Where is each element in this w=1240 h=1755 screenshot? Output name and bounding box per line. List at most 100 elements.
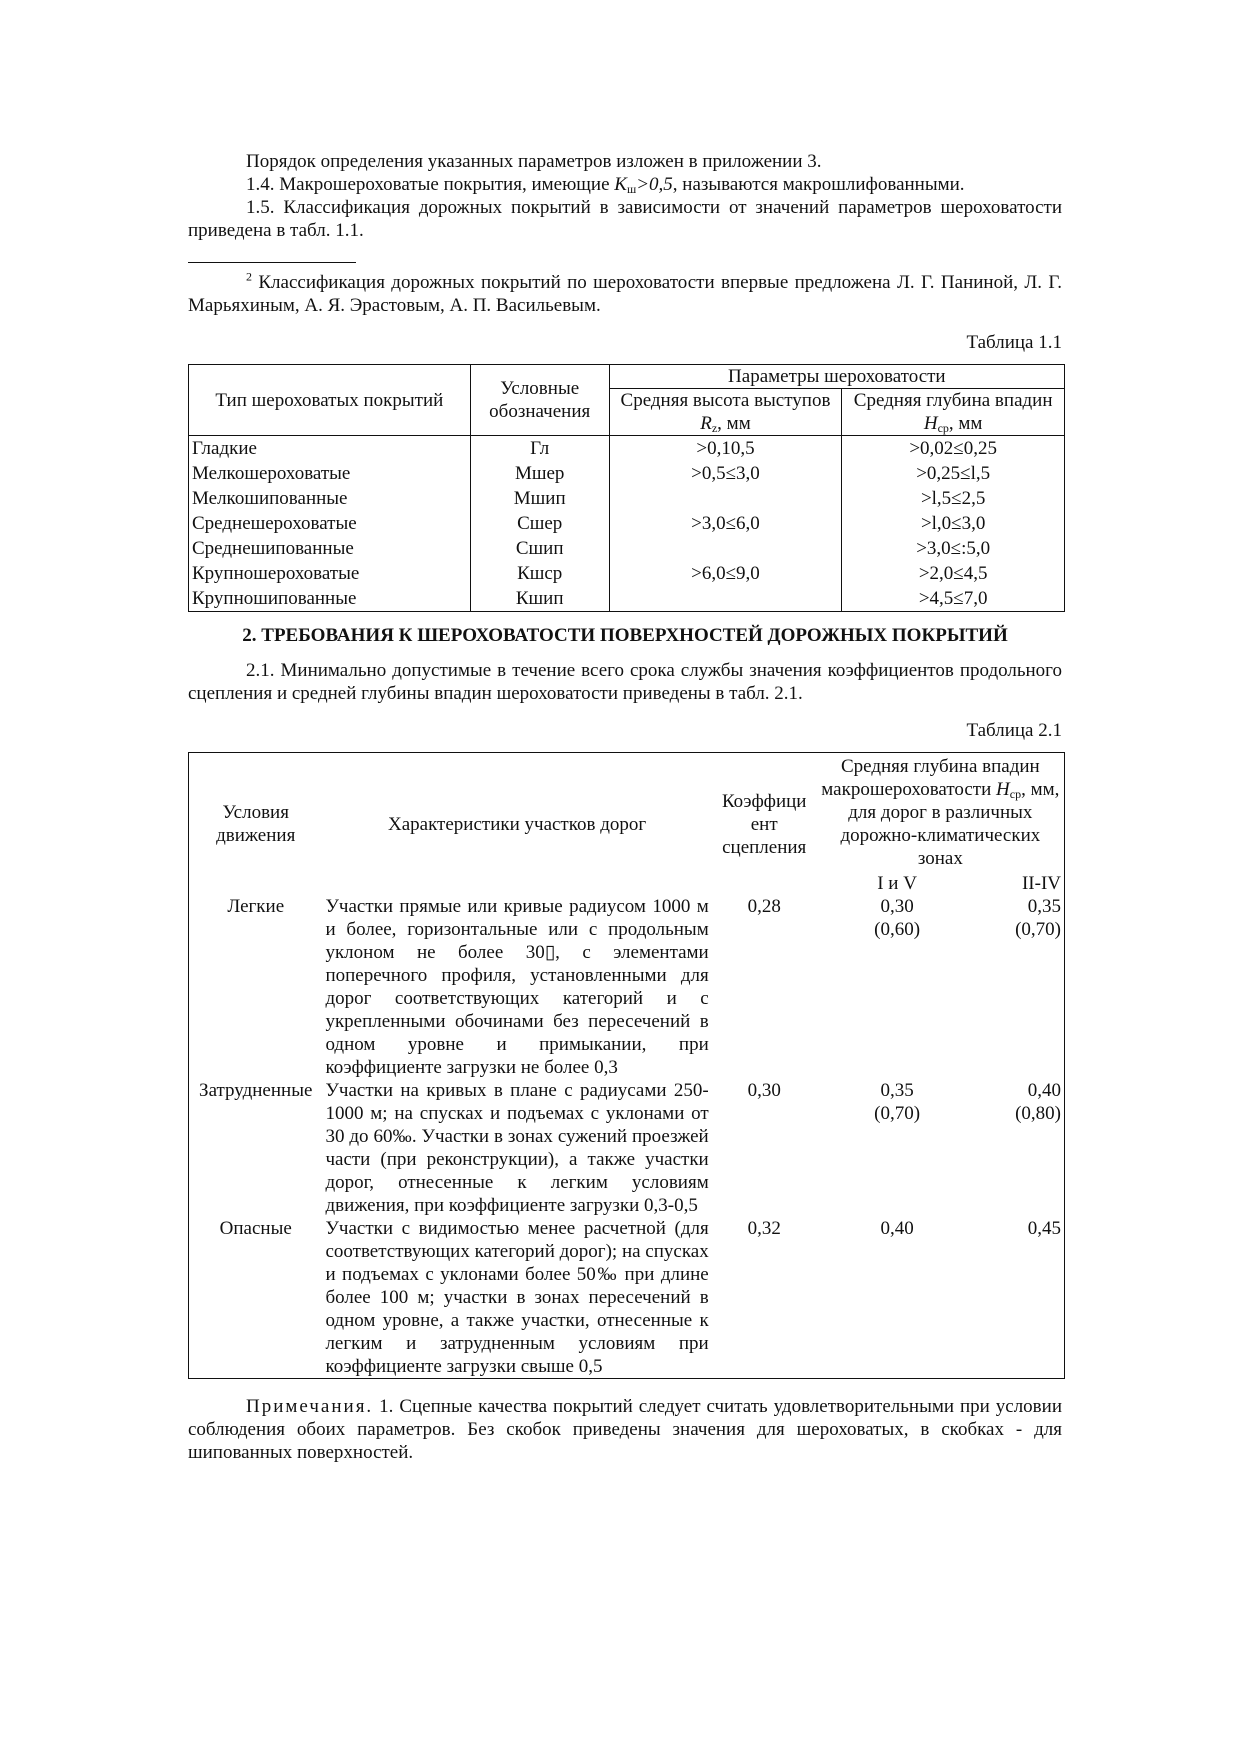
header-zone-1-5: I и V [877, 873, 917, 894]
cell-type: Среднешипованные [188, 536, 471, 561]
cell-rz: >6,0≤9,0 [608, 561, 843, 586]
footnote-mark: 2 [246, 269, 252, 284]
cell-rz [608, 486, 843, 511]
cell-rz [608, 586, 843, 612]
cell-coef: 0,28 [747, 896, 781, 917]
value-rough: 0,40 [880, 1218, 914, 1239]
cell-hcp: >4,5≤7,0 [841, 586, 1065, 612]
subscript: ср [937, 421, 949, 435]
cell-cond: Легкие [227, 896, 285, 917]
paragraph-1-5: 1.5. Классификация дорожных покрытий в з… [188, 197, 1062, 241]
cell-char: Участки прямые или кривые радиусом 1000 … [325, 896, 709, 1078]
cell-symbol: Сшер [469, 511, 610, 536]
cell-symbol: Кшип [469, 586, 610, 612]
cell-char: Участки с видимостью менее расчетной (дл… [325, 1218, 709, 1377]
footnote: 2 Классификация дорожных покрытий по шер… [188, 271, 1062, 317]
cell-type: Мелкошипованные [188, 486, 471, 511]
table-1-1-label: Таблица 1.1 [966, 332, 1062, 353]
paragraph-2-1: 2.1. Минимально допустимые в течение все… [188, 660, 1062, 704]
subscript: z [711, 421, 718, 435]
value-studded: (0,70) [1015, 919, 1061, 940]
table-1-1: Тип шероховатых покрытий Условные обозна… [188, 364, 1066, 612]
symbol-k: K [614, 174, 627, 195]
table-row: Мелкошероховатые Мшер >0,5≤3,0 >0,25≤l,5 [188, 461, 1065, 486]
header-type: Тип шероховатых покрытий [188, 364, 471, 436]
cell-hcp: >l,5≤2,5 [841, 486, 1065, 511]
notes: Примечания. 1. Сцепные качества покрытий… [188, 1395, 1062, 1464]
text: , мм [948, 413, 983, 434]
value-rough: 0,35 [880, 1080, 914, 1101]
cell-type: Среднешероховатые [188, 511, 471, 536]
text: Средняя глубина впадин [853, 390, 1053, 411]
cell-type: Мелкошероховатые [188, 461, 471, 486]
footnote-text: Классификация дорожных покрытий по шерох… [188, 272, 1062, 316]
header-characteristics: Характеристики участков дорог [387, 813, 647, 835]
paragraph-1-4: 1.4. Макрошероховатые покрытия, имеющие … [188, 173, 1062, 196]
cell-cond: Затрудненные [199, 1080, 313, 1101]
cell-symbol: Мшер [469, 461, 610, 486]
header-symbol: Условные обозначения [469, 364, 610, 436]
header-zone-2-4: II-IV [1021, 873, 1061, 894]
table-row: Мелкошипованные Мшип >l,5≤2,5 [188, 486, 1065, 511]
cell-z2: 0,35 (0,70) [978, 895, 1065, 1079]
cell-z1: 0,30 (0,60) [817, 895, 978, 1079]
cell-hcp: >l,0≤3,0 [841, 511, 1065, 536]
cell-hcp: >0,02≤0,25 [841, 435, 1065, 461]
cell-char: Участки на кривых в плане с радиусами 25… [325, 1080, 709, 1216]
text: , мм [717, 413, 751, 434]
header-coefficient: Коэффици ент сцепления [721, 790, 807, 858]
cell-symbol: Сшип [469, 536, 610, 561]
table-row: Среднешипованные Сшип >3,0≤:5,0 [188, 536, 1065, 561]
header-conditions: Условия движения [216, 802, 296, 846]
table-row: Крупношероховатые Кшср >6,0≤9,0 >2,0≤4,5 [188, 561, 1065, 586]
cell-symbol: Гл [469, 435, 610, 461]
cell-type: Крупношероховатые [188, 561, 471, 586]
cell-type: Гладкие [188, 435, 471, 461]
text: Средняя глубина впадин макрошероховатост… [821, 756, 1040, 800]
value-studded: (0,70) [874, 1103, 921, 1124]
symbol: R [700, 413, 712, 434]
cell-z2: 0,40 (0,80) [978, 1079, 1065, 1217]
value-studded: (0,60) [874, 919, 921, 940]
cell-rz: >0,10,5 [608, 435, 843, 461]
cell-z1: 0,40 [817, 1217, 978, 1379]
footnote-divider [188, 262, 356, 263]
cell-hcp: >3,0≤:5,0 [841, 536, 1065, 561]
cell-rz: >3,0≤6,0 [608, 511, 843, 536]
cell-symbol: Мшип [469, 486, 610, 511]
cell-z1: 0,35 (0,70) [817, 1079, 978, 1217]
cell-cond: Опасные [219, 1218, 292, 1239]
cell-z2: 0,45 [978, 1217, 1065, 1379]
symbol: H [996, 779, 1010, 800]
cell-coef: 0,32 [747, 1218, 781, 1239]
table-row: Затрудненные Участки на кривых в плане с … [189, 1079, 1065, 1217]
value-rough: 0,45 [1027, 1218, 1061, 1239]
table-row: Гладкие Гл >0,10,5 >0,02≤0,25 [188, 435, 1065, 461]
value-rough: 0,40 [1027, 1080, 1061, 1101]
document-page: Порядок определения указанных параметров… [188, 150, 1066, 1464]
cell-rz [608, 536, 843, 561]
header-depth: Средняя глубина впадин макрошероховатост… [817, 753, 1065, 873]
subscript: ср [1009, 787, 1022, 801]
notes-text: 1. Сцепные качества покрытий следует счи… [188, 1396, 1062, 1463]
cell-type: Крупношипованные [188, 586, 471, 612]
text: Средняя высота выступов [620, 390, 831, 411]
value-rough: 0,30 [880, 896, 914, 917]
header-rz: Средняя высота выступов Rz, мм [608, 388, 843, 436]
notes-label: Примечания. [246, 1396, 374, 1417]
cell-coef: 0,30 [747, 1080, 781, 1101]
table-row: Опасные Участки с видимостью менее расчет… [189, 1217, 1065, 1379]
paragraph-appendix-ref: Порядок определения указанных параметров… [246, 151, 822, 172]
subscript: ш [626, 182, 637, 196]
cell-hcp: >2,0≤4,5 [841, 561, 1065, 586]
table-row: Среднешероховатые Сшер >3,0≤6,0 >l,0≤3,0 [188, 511, 1065, 536]
value: >0,5 [636, 174, 673, 195]
table-2-1: Условия движения Характеристики участков… [188, 752, 1065, 1379]
text: , мм, для дорог в различных дорожно-клим… [840, 779, 1060, 869]
table-row: Крупношипованные Кшип >4,5≤7,0 [188, 586, 1065, 612]
section-2-heading: 2. ТРЕБОВАНИЯ К ШЕРОХОВАТОСТИ ПОВЕРХНОСТ… [242, 625, 1008, 646]
table-row: Легкие Участки прямые или кривые радиусом… [189, 895, 1065, 1079]
header-params: Параметры шероховатости [608, 364, 1066, 389]
value-rough: 0,35 [1027, 896, 1061, 917]
cell-rz: >0,5≤3,0 [608, 461, 843, 486]
